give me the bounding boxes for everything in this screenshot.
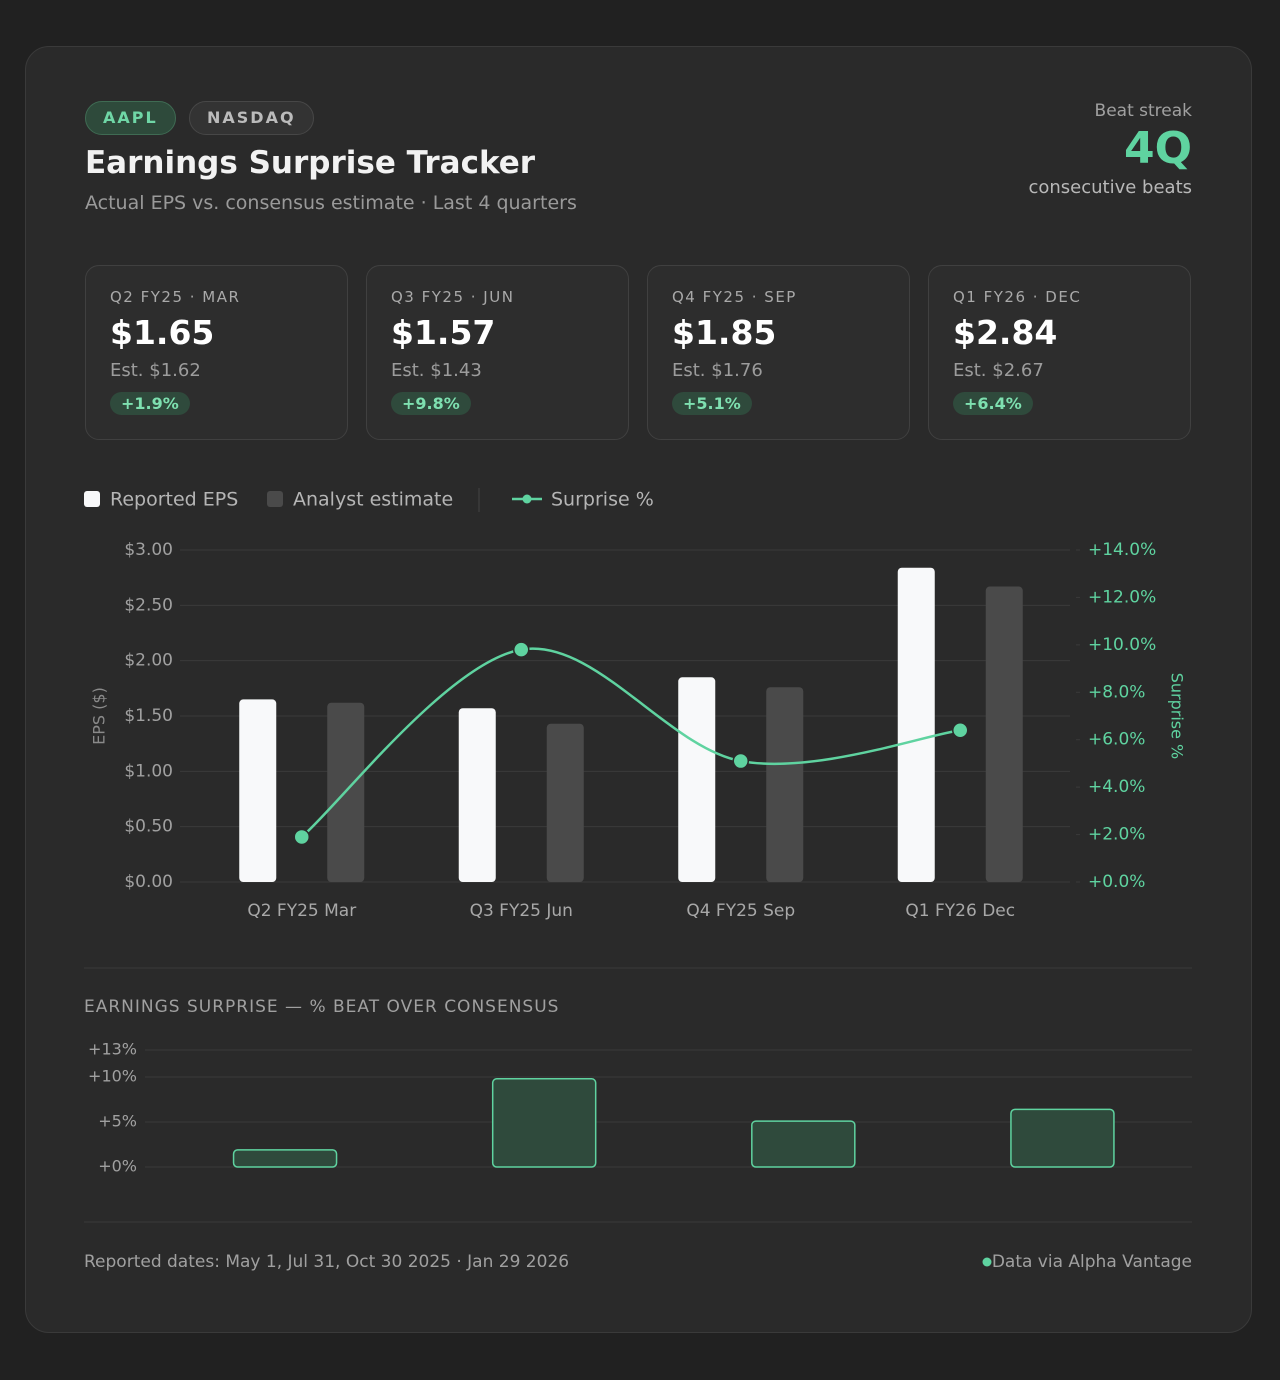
x-tick-label: Q2 FY25 Mar [247, 901, 356, 921]
streak-caption: consecutive beats [1028, 177, 1192, 198]
card-estimate: Est. $1.76 [672, 360, 763, 381]
legend-swatch [267, 491, 283, 507]
y-tick-label: +5% [98, 1112, 137, 1131]
y2-tick-label: +0.0% [1088, 872, 1145, 892]
summary-card: Q1 FY26 · DEC $2.84 Est. $2.67 +6.4% [928, 265, 1191, 440]
legend-swatch [522, 494, 532, 504]
y-tick-label: $2.00 [124, 651, 173, 671]
y-axis-title: EPS ($) [90, 687, 109, 745]
legend-label: Analyst estimate [293, 489, 453, 511]
card-actual: $1.65 [110, 313, 215, 352]
y2-tick-label: +14.0% [1088, 540, 1156, 560]
card-estimate: Est. $1.62 [110, 360, 201, 381]
y2-tick-label: +4.0% [1088, 777, 1145, 797]
y-tick-label: +10% [88, 1067, 137, 1086]
source-dot [982, 1257, 992, 1267]
y2-axis-title: Surprise % [1168, 673, 1187, 760]
x-tick-label: Q1 FY26 Dec [905, 901, 1015, 921]
card-actual: $1.85 [672, 313, 777, 352]
eps-bar [546, 723, 584, 882]
surprise-bar [751, 1120, 856, 1168]
x-tick-label: Q3 FY25 Jun [470, 901, 573, 921]
y2-tick-label: +10.0% [1088, 635, 1156, 655]
eps-bar [897, 567, 935, 882]
y-tick-label: $0.00 [124, 872, 173, 892]
x-tick-label: Q4 FY25 Sep [686, 901, 795, 921]
card-period: Q4 FY25 · SEP [672, 288, 797, 306]
eps-bar [678, 677, 716, 882]
surprise-bar [1010, 1108, 1115, 1168]
y2-tick-label: +12.0% [1088, 587, 1156, 607]
surprise-bar [491, 1078, 597, 1168]
y-tick-label: $3.00 [124, 540, 173, 560]
surprise-point [513, 641, 530, 658]
card-period: Q3 FY25 · JUN [391, 288, 515, 306]
eps-bar [239, 699, 277, 882]
card-surprise: +6.4% [953, 392, 1033, 415]
y-tick-label: $2.50 [124, 595, 173, 615]
summary-card: Q2 FY25 · MAR $1.65 Est. $1.62 +1.9% [85, 265, 348, 440]
y-tick-label: $1.50 [124, 706, 173, 726]
card-actual: $1.57 [391, 313, 496, 352]
subtitle: Actual EPS vs. consensus estimate · Last… [85, 192, 577, 214]
summary-card: Q4 FY25 · SEP $1.85 Est. $1.76 +5.1% [647, 265, 910, 440]
surprise-bar [232, 1149, 338, 1168]
card-surprise: +5.1% [672, 392, 752, 415]
ticker-tag: AAPL [85, 101, 176, 135]
surprise-point [952, 721, 969, 739]
y-tick-label: $0.50 [124, 817, 173, 837]
chart-title: EARNINGS SURPRISE — % BEAT OVER CONSENSU… [84, 997, 559, 1017]
card-period: Q1 FY26 · DEC [953, 288, 1082, 306]
y2-tick-label: +6.0% [1088, 730, 1145, 750]
footer-source: Data via Alpha Vantage [992, 1252, 1192, 1272]
eps-bar [985, 586, 1023, 882]
card-period: Q2 FY25 · MAR [110, 288, 241, 306]
streak-value: 4Q [1123, 123, 1192, 174]
card-estimate: Est. $2.67 [953, 360, 1044, 381]
card-surprise: +9.8% [391, 392, 471, 415]
exchange-tag: NASDAQ [189, 101, 314, 135]
surprise-line [300, 647, 961, 838]
y-tick-label: +13% [88, 1040, 137, 1059]
y-tick-label: +0% [98, 1157, 137, 1176]
title: Earnings Surprise Tracker [85, 145, 536, 181]
y-tick-label: $1.00 [124, 761, 173, 781]
streak-label: Beat streak [1094, 101, 1192, 121]
legend-label: Surprise % [551, 489, 654, 511]
legend-label: Reported EPS [110, 489, 238, 511]
card-actual: $2.84 [953, 313, 1058, 352]
card-estimate: Est. $1.43 [391, 360, 482, 381]
card-surprise: +1.9% [110, 392, 190, 415]
eps-bar [766, 687, 804, 882]
eps-bar [458, 708, 496, 882]
summary-card: Q3 FY25 · JUN $1.57 Est. $1.43 +9.8% [366, 265, 629, 440]
y2-tick-label: +2.0% [1088, 825, 1145, 845]
surprise-point [293, 828, 310, 846]
legend-swatch [84, 491, 100, 507]
y2-tick-label: +8.0% [1088, 682, 1145, 702]
surprise-point [732, 752, 749, 770]
footer-dates: Reported dates: May 1, Jul 31, Oct 30 20… [84, 1252, 569, 1272]
